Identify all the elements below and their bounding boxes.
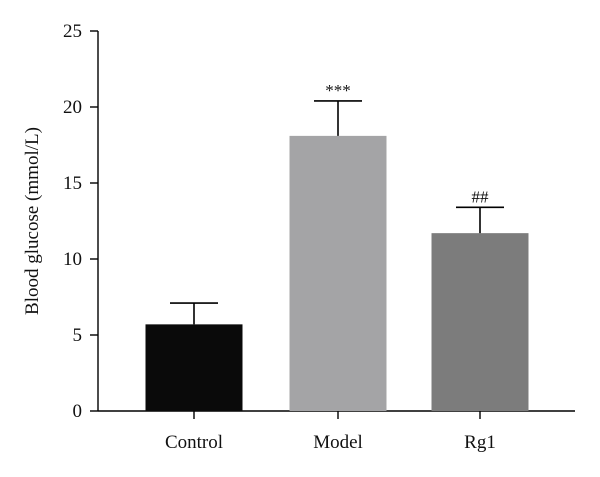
significance-annotations: *** ## <box>325 81 489 206</box>
significance-label-model: *** <box>325 81 351 100</box>
y-axis-title: Blood glucose (mmol/L) <box>22 127 43 315</box>
y-tick-label: 0 <box>73 401 83 422</box>
y-tick-label: 10 <box>63 249 82 270</box>
y-ticks: 0 5 10 15 20 25 <box>63 21 98 422</box>
bar-control <box>145 324 243 411</box>
x-tick-label: Model <box>313 432 363 453</box>
y-tick-label: 15 <box>63 173 82 194</box>
y-tick-label: 5 <box>73 325 83 346</box>
bar-rg1 <box>431 233 529 411</box>
x-ticks: Control Model Rg1 <box>165 411 496 453</box>
bars <box>145 135 529 411</box>
significance-label-rg1: ## <box>472 187 490 206</box>
bar-model <box>289 135 387 411</box>
y-tick-label: 20 <box>63 97 82 118</box>
error-bars <box>170 100 504 325</box>
x-tick-label: Rg1 <box>464 432 496 453</box>
x-tick-label: Control <box>165 432 223 453</box>
y-tick-label: 25 <box>63 21 82 42</box>
